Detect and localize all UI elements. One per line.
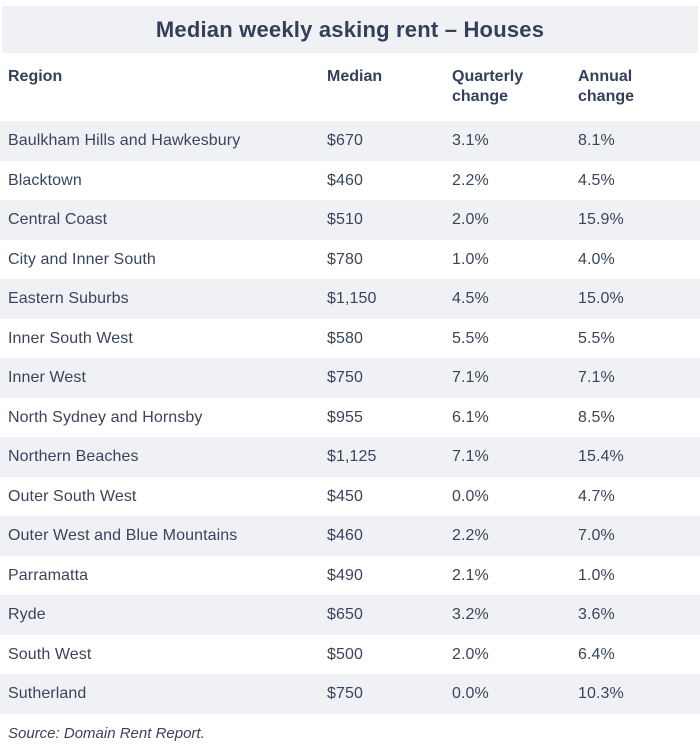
- annual-change-cell: 15.0%: [578, 290, 624, 307]
- region-cell: Blacktown: [8, 171, 82, 189]
- table-row: Outer South West $450 0.0% 4.7%: [0, 477, 700, 517]
- region-cell: Outer South West: [8, 487, 137, 505]
- annual-change-cell: 4.7%: [578, 487, 615, 505]
- annual-change-cell: 8.5%: [578, 408, 615, 426]
- region-cell: Sutherland: [8, 685, 87, 702]
- table-body: Baulkham Hills and Hawkesbury $670 3.1% 8.1…: [0, 121, 700, 714]
- table-row: City and Inner South $780 1.0% 4.0%: [0, 240, 700, 280]
- title-band: Median weekly asking rent – Houses: [2, 6, 698, 53]
- region-cell: Parramatta: [8, 566, 89, 584]
- median-cell: $670: [327, 132, 363, 149]
- quarterly-change-cell: 2.2%: [452, 527, 489, 544]
- region-cell: Northern Beaches: [8, 448, 139, 465]
- table-row: Northern Beaches $1,125 7.1% 15.4%: [0, 437, 700, 477]
- median-cell: $510: [327, 211, 363, 228]
- annual-change-cell: 7.1%: [578, 369, 615, 386]
- region-cell: Eastern Suburbs: [8, 290, 129, 307]
- table-row: Central Coast $510 2.0% 15.9%: [0, 200, 700, 240]
- region-cell: City and Inner South: [8, 250, 156, 268]
- median-cell: $490: [327, 566, 363, 584]
- median-cell: $955: [327, 408, 363, 426]
- quarterly-change-cell: 0.0%: [452, 685, 489, 702]
- median-cell: $780: [327, 250, 363, 268]
- quarterly-change-cell: 2.1%: [452, 566, 489, 584]
- annual-change-cell: 4.5%: [578, 171, 615, 189]
- region-cell: Outer West and Blue Mountains: [8, 527, 238, 544]
- table-row: North Sydney and Hornsby $955 6.1% 8.5%: [0, 398, 700, 438]
- table-row: Inner South West $580 5.5% 5.5%: [0, 319, 700, 359]
- table-row: Parramatta $490 2.1% 1.0%: [0, 556, 700, 596]
- median-cell: $750: [327, 685, 363, 702]
- median-cell: $650: [327, 606, 363, 623]
- quarterly-change-cell: 1.0%: [452, 250, 489, 268]
- annual-change-cell: 3.6%: [578, 606, 615, 623]
- annual-change-cell: 8.1%: [578, 132, 615, 149]
- region-cell: South West: [8, 645, 92, 663]
- page-title: Median weekly asking rent – Houses: [155, 16, 545, 42]
- median-cell: $460: [327, 171, 363, 189]
- table-row: South West $500 2.0% 6.4%: [0, 635, 700, 675]
- region-cell: North Sydney and Hornsby: [8, 408, 203, 426]
- quarterly-change-cell: 6.1%: [452, 408, 489, 426]
- column-header-median: Median: [327, 68, 383, 85]
- median-cell: $1,125: [327, 448, 377, 465]
- quarterly-change-cell: 5.5%: [452, 329, 489, 347]
- table-row: Baulkham Hills and Hawkesbury $670 3.1% 8.1…: [0, 121, 700, 161]
- median-cell: $750: [327, 369, 363, 386]
- annual-change-cell: 6.4%: [578, 645, 615, 663]
- median-cell: $450: [327, 487, 363, 505]
- median-cell: $1,150: [327, 290, 377, 307]
- median-cell: $460: [327, 527, 363, 544]
- quarterly-change-cell: 2.0%: [452, 645, 489, 663]
- annual-change-cell: 15.4%: [578, 448, 624, 465]
- quarterly-change-cell: 3.1%: [452, 132, 489, 149]
- quarterly-change-cell: 7.1%: [452, 369, 489, 386]
- column-header-quarterly: Quarterly change: [452, 68, 524, 105]
- table-row: Sutherland $750 0.0% 10.3%: [0, 674, 700, 714]
- quarterly-change-cell: 4.5%: [452, 290, 489, 307]
- quarterly-change-cell: 7.1%: [452, 448, 489, 465]
- table-row: Ryde $650 3.2% 3.6%: [0, 595, 700, 635]
- annual-change-cell: 5.5%: [578, 329, 615, 347]
- annual-change-cell: 1.0%: [578, 566, 615, 584]
- annual-change-cell: 10.3%: [578, 685, 624, 702]
- table-header-row: Region Median Quarterly change Annual ch…: [0, 53, 700, 121]
- annual-change-cell: 15.9%: [578, 211, 624, 228]
- table-row: Outer West and Blue Mountains $460 2.2% 7.0…: [0, 516, 700, 556]
- table-row: Inner West $750 7.1% 7.1%: [0, 358, 700, 398]
- region-cell: Inner South West: [8, 329, 133, 347]
- annual-change-cell: 7.0%: [578, 527, 615, 544]
- median-cell: $500: [327, 645, 363, 663]
- median-cell: $580: [327, 329, 363, 347]
- quarterly-change-cell: 0.0%: [452, 487, 489, 505]
- source-note: Source: Domain Rent Report.: [8, 724, 205, 742]
- quarterly-change-cell: 2.2%: [452, 171, 489, 189]
- column-header-region: Region: [8, 68, 63, 85]
- region-cell: Ryde: [8, 606, 46, 623]
- region-cell: Baulkham Hills and Hawkesbury: [8, 132, 241, 149]
- rent-table: Region Median Quarterly change Annual ch…: [0, 53, 700, 714]
- quarterly-change-cell: 3.2%: [452, 606, 489, 623]
- table-row: Eastern Suburbs $1,150 4.5% 15.0%: [0, 279, 700, 319]
- region-cell: Inner West: [8, 369, 87, 386]
- quarterly-change-cell: 2.0%: [452, 211, 489, 228]
- region-cell: Central Coast: [8, 211, 108, 228]
- annual-change-cell: 4.0%: [578, 250, 615, 268]
- table-row: Blacktown $460 2.2% 4.5%: [0, 161, 700, 201]
- column-header-annual: Annual change: [578, 68, 635, 105]
